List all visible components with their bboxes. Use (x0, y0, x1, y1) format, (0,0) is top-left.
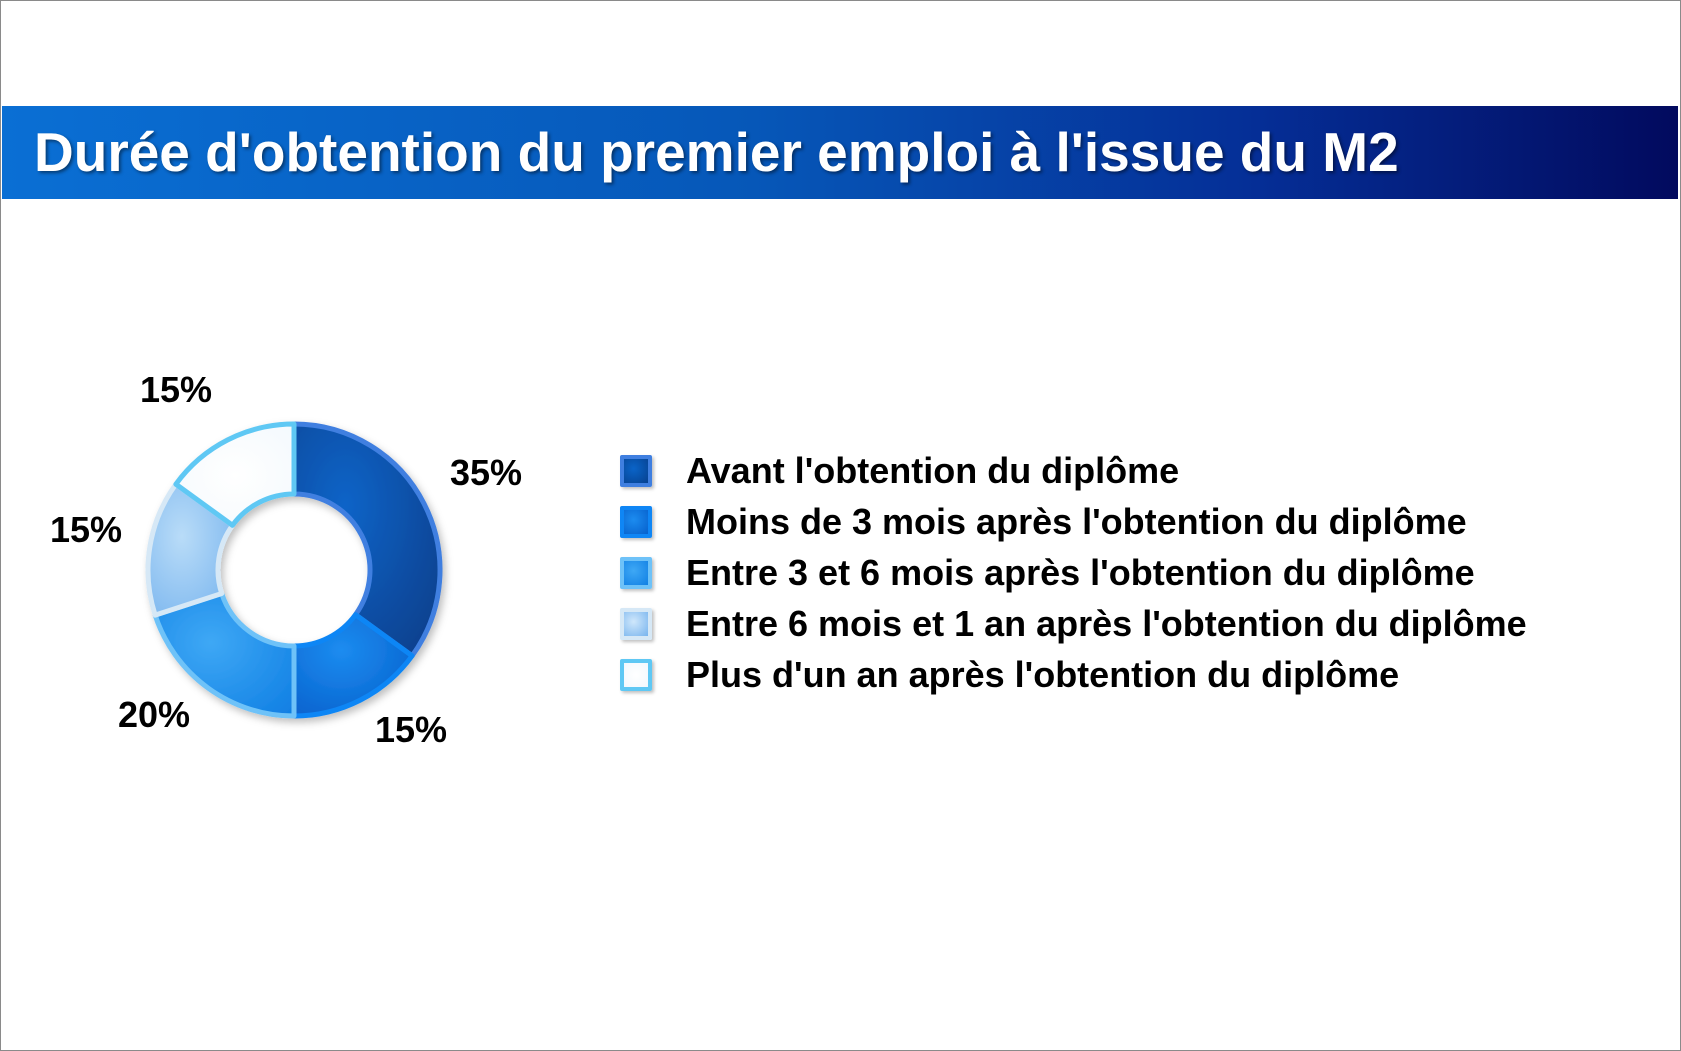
legend-label-5: Plus d'un an après l'obtention du diplôm… (686, 653, 1400, 695)
legend-label-2: Moins de 3 mois après l'obtention du dip… (686, 500, 1467, 542)
legend-swatch-4 (620, 607, 652, 640)
legend-item-2: Moins de 3 mois après l'obtention du dip… (620, 496, 1527, 547)
data-label-4: 15% (50, 509, 122, 550)
donut-slice-5 (173, 421, 297, 528)
legend-swatch-1 (620, 454, 652, 487)
data-label-3: 20% (118, 694, 190, 735)
data-label-5: 15% (140, 369, 212, 410)
legend-label-3: Entre 3 et 6 mois après l'obtention du d… (686, 551, 1475, 593)
legend-item-1: Avant l'obtention du diplôme (620, 445, 1527, 496)
legend-swatch-2 (620, 505, 652, 538)
legend: Avant l'obtention du diplôme Moins de 3 m… (620, 445, 1527, 700)
legend-label-1: Avant l'obtention du diplôme (686, 449, 1180, 491)
data-label-2: 15% (375, 709, 447, 750)
donut-slice-1 (291, 421, 443, 659)
title-bar: Durée d'obtention du premier emploi à l'… (2, 106, 1678, 199)
donut-slices (145, 421, 443, 719)
legend-item-4: Entre 6 mois et 1 an après l'obtention d… (620, 598, 1527, 649)
data-label-1: 35% (450, 452, 522, 493)
legend-swatch-5 (620, 658, 652, 691)
legend-item-3: Entre 3 et 6 mois après l'obtention du d… (620, 547, 1527, 598)
donut-slice-3 (152, 590, 297, 719)
data-labels: 35% 15% 20% 15% 15% (50, 369, 522, 750)
legend-item-5: Plus d'un an après l'obtention du diplôm… (620, 649, 1527, 700)
chart-title: Durée d'obtention du premier emploi à l'… (34, 121, 1399, 183)
legend-label-4: Entre 6 mois et 1 an après l'obtention d… (686, 602, 1527, 644)
legend-swatch-3 (620, 556, 652, 589)
